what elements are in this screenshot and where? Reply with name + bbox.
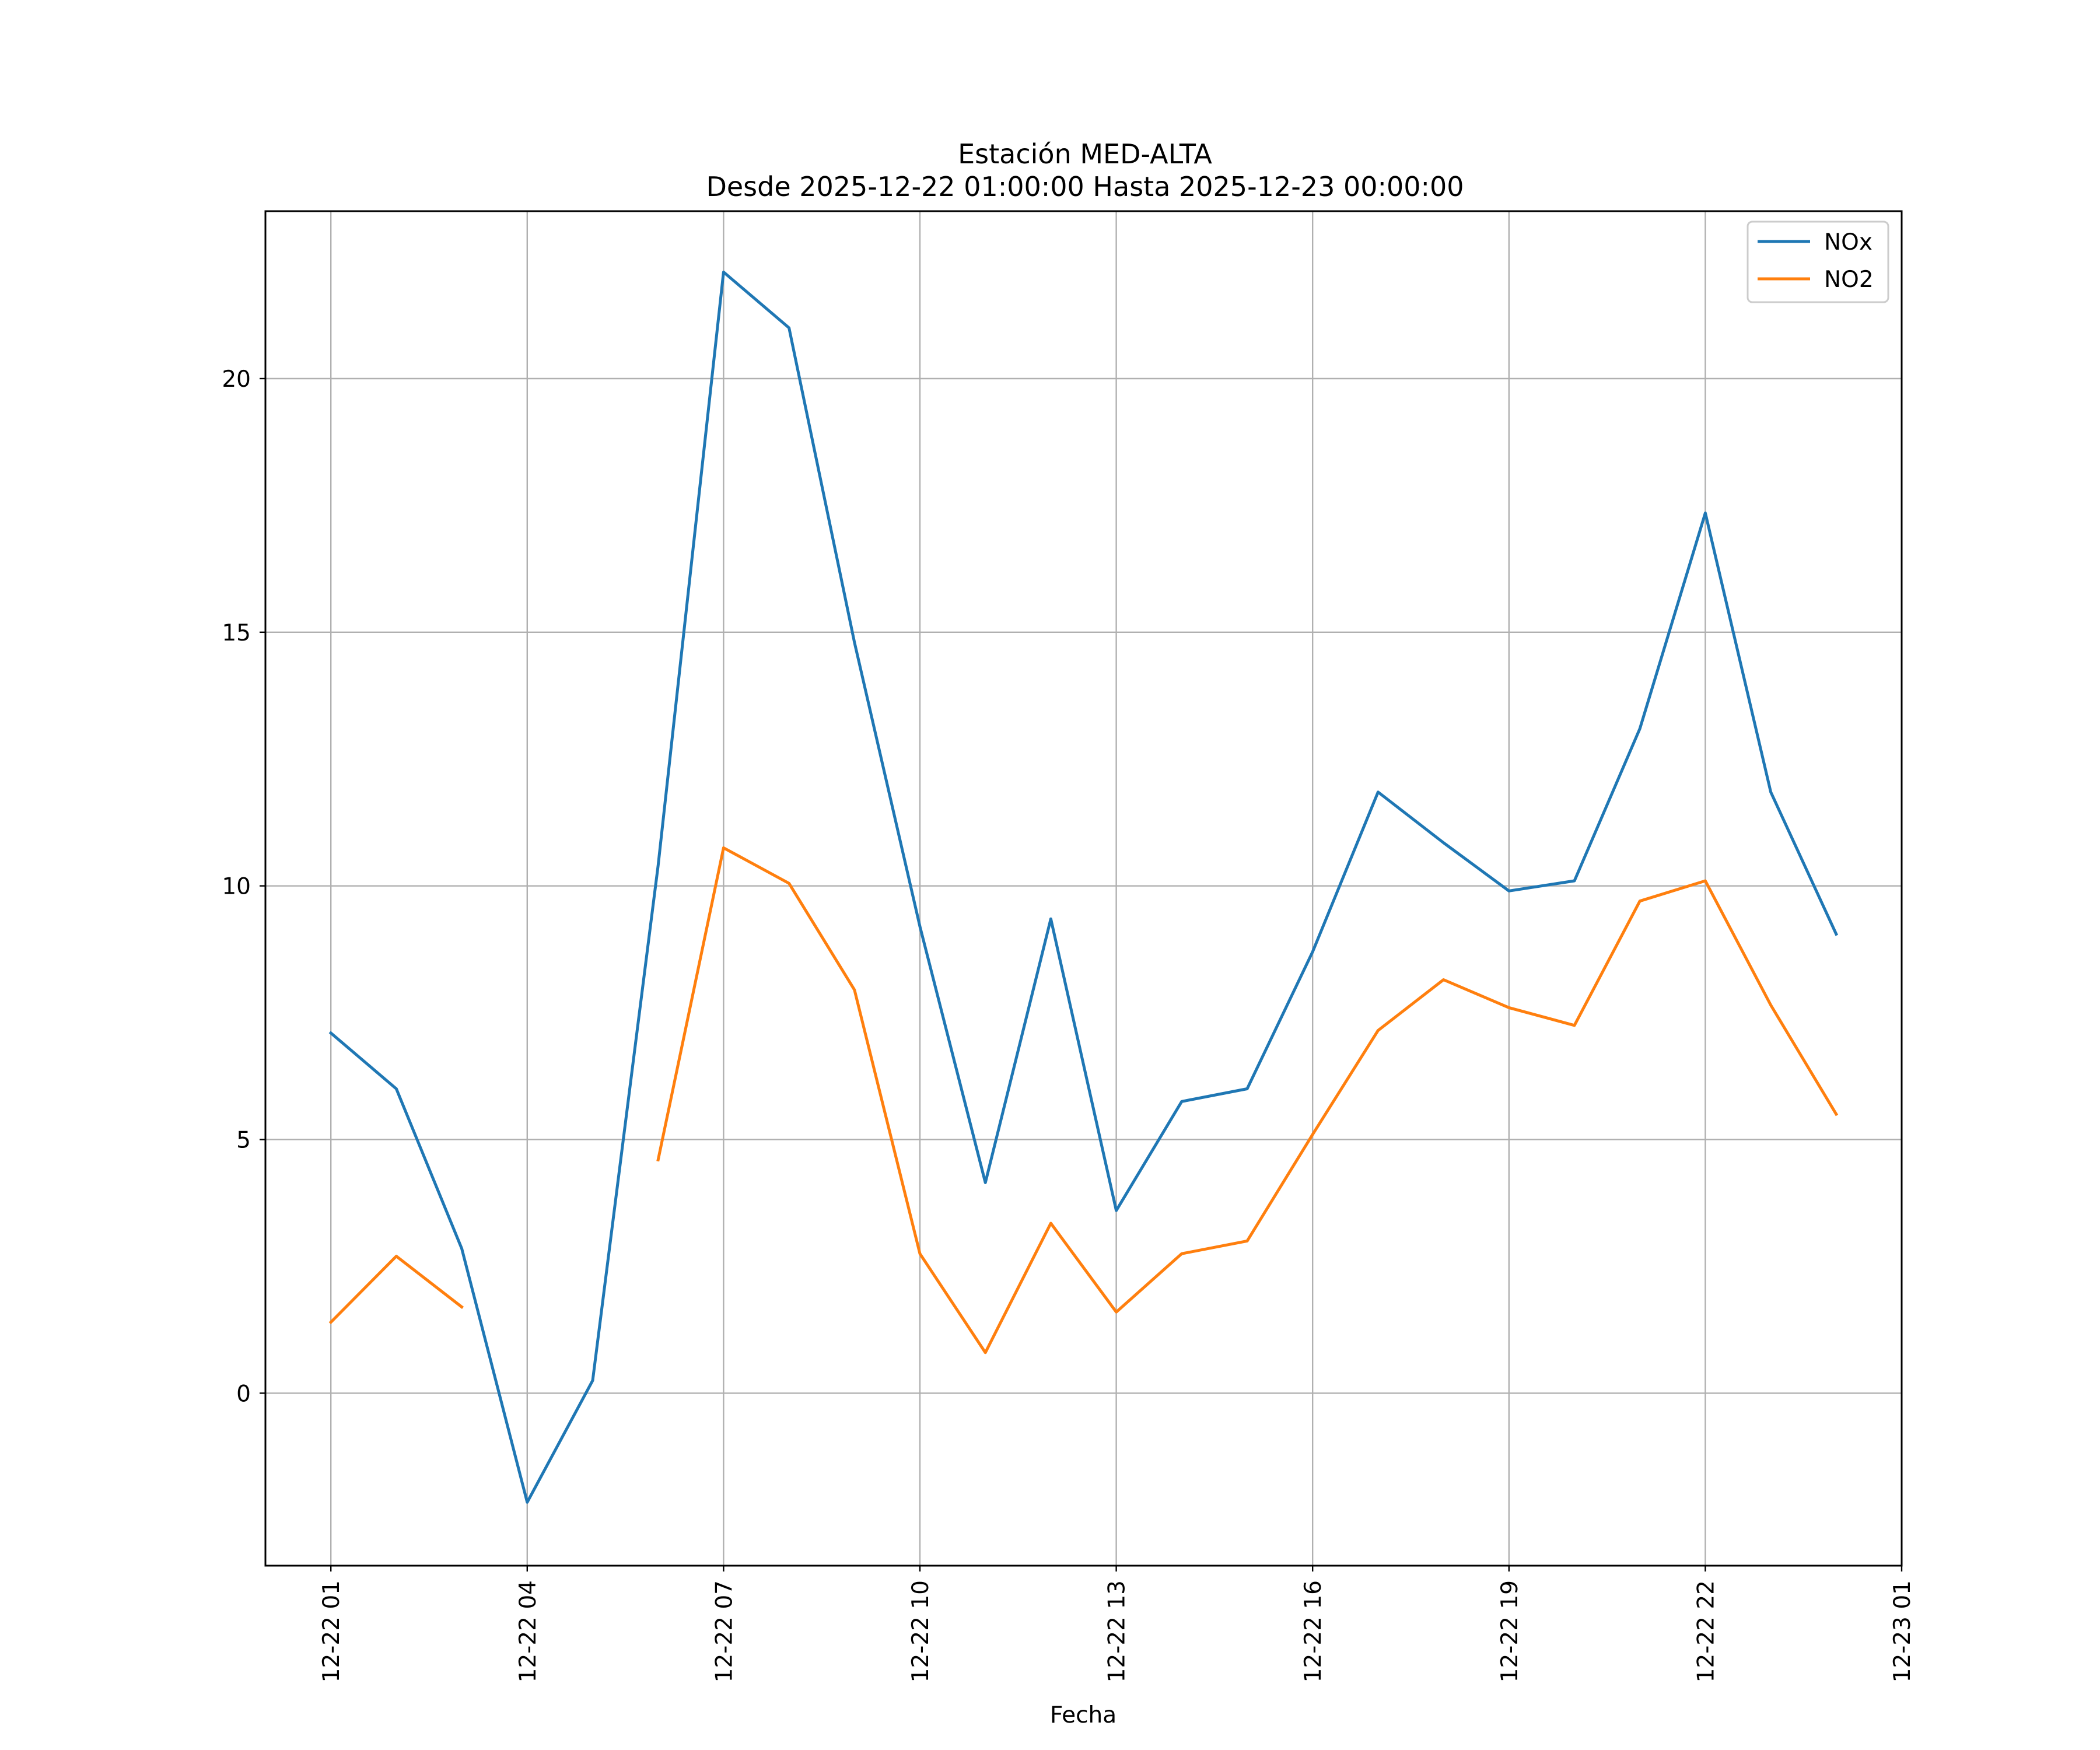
- y-tick-label: 10: [222, 874, 251, 900]
- x-tick-label: 12-22 01: [318, 1580, 345, 1682]
- grid-lines: [265, 211, 1903, 1566]
- x-tick-label: 12-22 13: [1104, 1580, 1130, 1682]
- series-lines: [328, 270, 1839, 1504]
- x-axis-ticks: 12-22 01 12-22 04 12-22 07 12-22 10 12-22 13…: [318, 1566, 1916, 1682]
- legend: NOx NO2: [1746, 220, 1889, 303]
- plot-area-frame: [264, 210, 1903, 1567]
- legend-label-nox: NOx: [1824, 229, 1873, 256]
- chart-title: Estación MED-ALTA: [958, 138, 1212, 170]
- x-tick-label: 12-22 04: [515, 1580, 541, 1682]
- x-axis-label: Fecha: [1050, 1702, 1116, 1728]
- legend-label-no2: NO2: [1824, 267, 1874, 293]
- x-tick-label: 12-22 22: [1693, 1580, 1719, 1682]
- series-line-nox: [328, 270, 1839, 1504]
- x-tick-label: 12-22 10: [908, 1580, 934, 1682]
- y-tick-label: 20: [222, 366, 251, 393]
- x-tick-label: 12-22 19: [1497, 1580, 1523, 1682]
- x-tick-label: 12-22 16: [1300, 1580, 1326, 1682]
- chart-subtitle: Desde 2025-12-22 01:00:00 Hasta 2025-12-…: [706, 171, 1464, 202]
- x-tick-label: 12-22 07: [711, 1580, 737, 1682]
- y-tick-label: 15: [222, 620, 251, 646]
- y-tick-label: 5: [236, 1127, 251, 1153]
- y-axis-ticks: 0 5 10 15 20: [222, 366, 265, 1407]
- y-tick-label: 0: [236, 1381, 251, 1407]
- series-line-no2: [328, 846, 1839, 1354]
- x-tick-label: 12-23 01: [1889, 1580, 1916, 1682]
